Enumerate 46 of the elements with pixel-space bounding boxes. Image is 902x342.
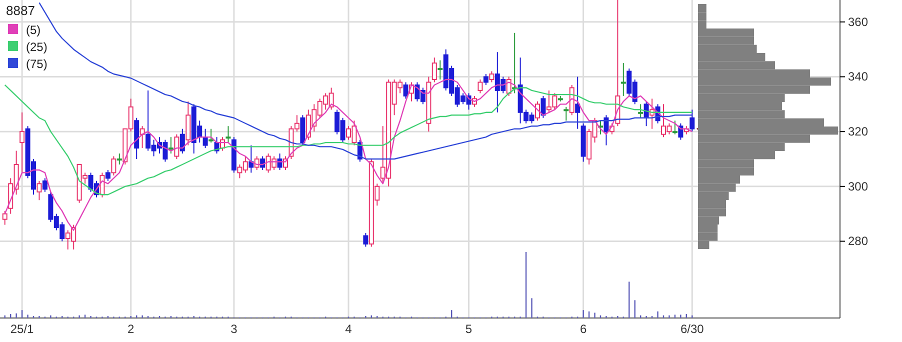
y-tick-label: 300 [848, 179, 868, 194]
candlestick [638, 104, 644, 118]
y-tick-label: 360 [848, 14, 868, 29]
x-tick-label: 25/1 [10, 322, 34, 336]
y-tick-label: 280 [848, 234, 868, 248]
candlestick [174, 134, 180, 160]
legend-label: (25) [26, 40, 48, 54]
candlestick [540, 95, 546, 118]
candlestick [248, 144, 254, 174]
candlestick [180, 128, 185, 154]
candlestick [672, 120, 678, 135]
candlestick [116, 153, 122, 165]
chart-title: 8887 [6, 3, 35, 18]
x-tick-label: 6 [580, 322, 587, 336]
x-tick-label: 6/30 [680, 322, 704, 336]
candlestick [535, 100, 540, 122]
candlestick [2, 210, 8, 226]
x-tick-label: 5 [465, 322, 472, 336]
candlestick [202, 128, 208, 149]
y-tick-label: 340 [848, 70, 868, 84]
candlestick [42, 178, 48, 192]
candlestick [432, 57, 437, 83]
x-tick-label: 4 [345, 322, 352, 336]
candlestick [111, 156, 116, 176]
y-tick-label: 320 [848, 124, 868, 138]
candlestick [226, 126, 231, 144]
x-tick-label: 2 [128, 322, 135, 336]
candlestick [575, 76, 580, 130]
candlestick [690, 109, 695, 132]
legend-label: (75) [26, 57, 48, 71]
candlestick [20, 112, 25, 174]
candlestick [620, 62, 626, 96]
candlestick [36, 180, 42, 201]
candlestick [168, 136, 174, 154]
candlestick [604, 114, 609, 146]
candlestick [489, 70, 494, 83]
legend-label: (5) [26, 23, 41, 37]
candlestick [478, 79, 483, 94]
candlestick [438, 60, 443, 80]
candlestick [564, 106, 569, 122]
candlestick [105, 169, 110, 182]
candlestick [363, 232, 368, 248]
candlestick [483, 74, 488, 86]
x-tick-label: 3 [230, 322, 238, 336]
candlestick [208, 128, 214, 144]
candlestick [403, 82, 408, 100]
